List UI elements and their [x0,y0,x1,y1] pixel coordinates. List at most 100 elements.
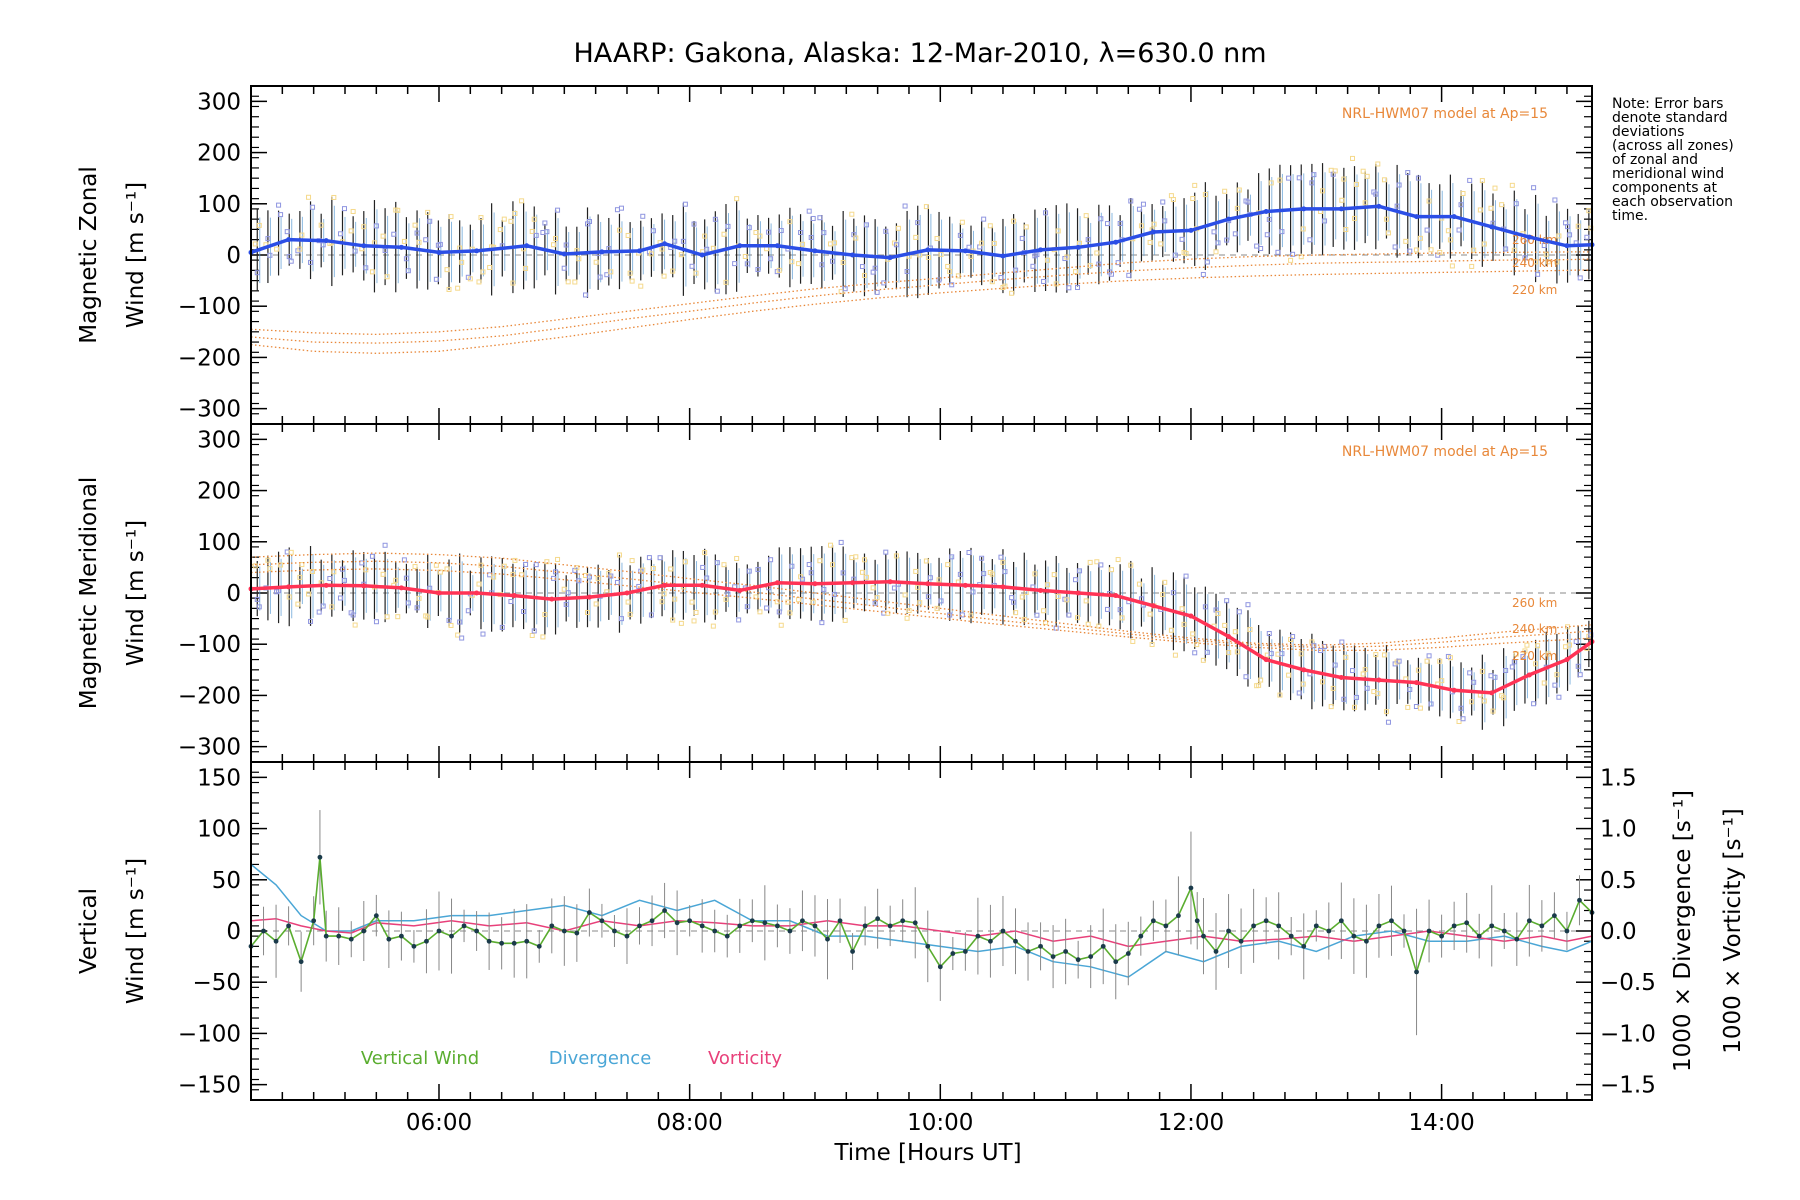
zone-point [1066,285,1072,291]
zone-point [1108,567,1114,573]
zone-point [1424,658,1430,664]
zone-point [457,619,463,625]
zone-point [872,600,878,606]
zone-point [1501,695,1507,701]
mean-wind-point [737,243,743,249]
mean-wind-point [1564,657,1570,663]
zone-point [778,228,784,234]
zone-point [1322,218,1328,224]
zone-point [1268,651,1274,657]
mean-wind-point [286,584,292,590]
vertical-wind-point [373,913,379,919]
zone-point [529,228,535,234]
zone-point [318,222,324,228]
zone-point [682,559,688,565]
zone-point [1552,682,1558,688]
zone-point [1158,241,1164,247]
zone-point [1403,238,1409,244]
zone-point [1373,652,1379,658]
zone-point [734,555,740,561]
zone-point [446,286,452,292]
zone-point [576,578,582,584]
zone-point [755,267,761,273]
zone-point [902,203,908,209]
zone-point [991,240,997,246]
zone-point [448,622,454,628]
zone-point [957,232,963,238]
zone-point [614,207,620,213]
zone-point [476,279,482,285]
mean-wind-point [323,582,329,588]
zone-point [299,562,305,568]
y-tick-label: 100 [197,817,241,843]
zone-point [380,233,386,239]
zone-point [1490,708,1496,714]
mean-wind-point [1489,224,1495,230]
vertical-wind-point [774,923,780,929]
zone-point [808,570,814,576]
zone-point [1232,629,1238,635]
vertical-wind-point [975,933,981,939]
zone-point [725,223,731,229]
zone-point [1531,701,1537,707]
zone-point [308,259,314,265]
zone-point [551,242,557,248]
zone-point [1247,627,1253,633]
zone-point [776,267,782,273]
zone-point [1524,642,1530,648]
zone-point [838,539,844,545]
vertical-wind-point [724,933,730,939]
zone-point [1556,233,1562,239]
zone-point [1172,252,1178,258]
vertical-wind-point [549,923,555,929]
model-altitude-label: 240 km [1512,256,1557,270]
zone-point [1002,283,1008,289]
vertical-wind-point [449,933,454,939]
zone-point [680,238,686,244]
zone-point [1083,213,1089,219]
zone-point [382,247,388,253]
zone-point [576,256,582,262]
mean-wind-point [662,241,668,247]
mean-wind-point [1526,672,1532,678]
zone-point [704,246,710,252]
zone-point [1009,290,1015,296]
y-tick-label: 50 [212,868,241,894]
zone-point [501,563,507,569]
zone-point [297,246,303,252]
zone-point [414,230,420,236]
zone-point [403,256,409,262]
zone-point [796,261,802,267]
zone-point [672,596,678,602]
chart-title: HAARP: Gakona, Alaska: 12-Mar-2010, λ=63… [574,38,1267,69]
vertical-wind-point [950,951,956,956]
zone-point [265,236,271,242]
mean-wind-point [774,243,780,249]
zone-point [320,603,326,609]
zone-point [401,557,407,563]
zone-point [616,227,622,233]
zone-point [278,562,284,568]
zone-point [1202,604,1208,610]
zone-point [1417,235,1423,241]
zone-point [1471,247,1477,253]
zone-point [1245,602,1251,608]
zone-point [810,215,816,221]
zone-point [595,575,601,581]
zone-point [947,269,953,275]
mean-wind-point [850,252,856,258]
x-tick-label: 10:00 [907,1110,973,1136]
zone-point [339,566,345,572]
mean-wind-point [1113,593,1119,599]
vertical-wind-point [1000,928,1006,934]
zone-point [1160,199,1166,205]
mean-wind-point [1075,244,1081,250]
zone-point [1279,651,1285,657]
zone-point [416,239,422,245]
zone-point [465,608,471,614]
mean-wind-point [850,580,856,586]
zone-point [306,194,312,200]
mean-wind-point [962,582,968,588]
zone-point [1019,594,1025,600]
